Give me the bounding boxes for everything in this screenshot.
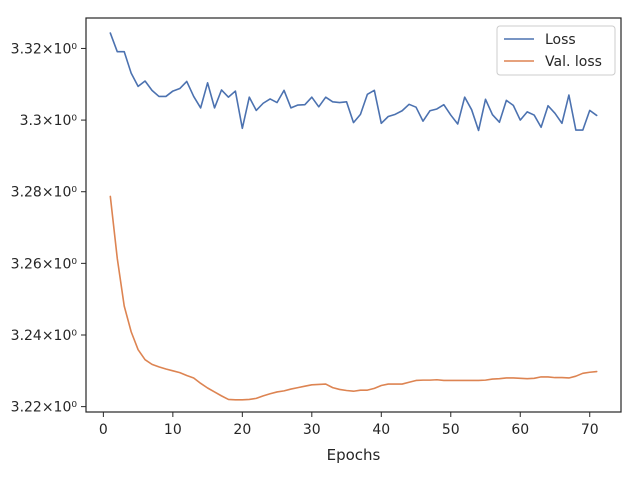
y-tick-label: 3.26×10⁰ [11,256,78,272]
y-tick-label: 3.32×10⁰ [11,41,78,57]
x-axis-label: Epochs [327,446,381,464]
series-layer [109,32,598,401]
y-tick-label: 3.24×10⁰ [11,328,78,344]
x-tick-label: 40 [372,422,390,438]
legend: Loss Val. loss [496,25,616,76]
legend-label-loss: Loss [545,32,576,48]
x-tick-label: 70 [581,422,599,438]
x-tick-label: 30 [303,422,321,438]
y-tick-label: 3.28×10⁰ [11,185,78,201]
series-line-loss [109,32,598,132]
x-tick-label: 50 [442,422,460,438]
series-line-val-loss [109,195,598,401]
plot-frame [85,17,622,413]
y-tick-label: 3.3×10⁰ [20,113,78,129]
x-tick-label: 0 [99,422,108,438]
y-tick-label: 3.22×10⁰ [11,400,78,416]
x-tick-label: 20 [233,422,251,438]
y-axis-ticks: 3.22×10⁰ 3.24×10⁰ 3.26×10⁰ 3.28×10⁰ 3.3×10⁰ 3… [11,41,86,416]
x-axis-ticks: 0 10 20 30 40 50 60 70 [99,412,599,438]
x-tick-label: 60 [511,422,529,438]
x-tick-label: 10 [164,422,182,438]
legend-label-val-loss: Val. loss [545,54,602,70]
